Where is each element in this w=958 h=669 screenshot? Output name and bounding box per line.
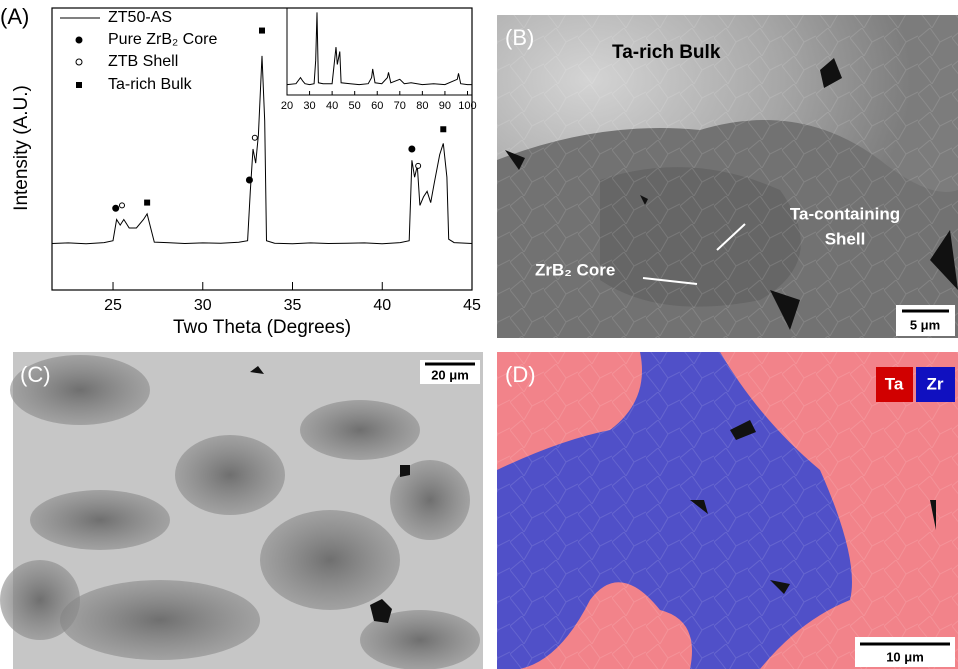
x-tick-label: 35 — [284, 297, 302, 314]
panel-label: (A) — [0, 4, 29, 29]
marker — [246, 177, 252, 183]
marker — [409, 146, 415, 152]
legend-marker — [76, 82, 82, 88]
marker — [252, 135, 257, 140]
legend-label: Ta — [885, 374, 904, 393]
legend-label: ZTB Shell — [108, 53, 178, 70]
x-tick-label: 30 — [194, 297, 212, 314]
marker — [120, 203, 125, 208]
x-tick-label: 80 — [416, 100, 428, 112]
dark-region — [0, 560, 80, 640]
legend-label: Pure ZrB₂ Core — [108, 31, 217, 48]
inset-frame — [287, 8, 472, 95]
annotation: Shell — [825, 229, 866, 248]
annotation: Ta-rich Bulk — [612, 42, 721, 63]
figure: (B) Ta-rich Bulk Ta-containing Shell ZrB… — [0, 0, 958, 669]
x-tick-label: 100 — [458, 100, 476, 112]
dark-region — [60, 580, 260, 660]
annotation: ZrB₂ Core — [535, 260, 615, 279]
annotation: Ta-containing — [790, 204, 900, 223]
dark-region — [260, 510, 400, 610]
legend-marker — [76, 37, 82, 43]
marker — [416, 163, 421, 168]
marker — [113, 205, 119, 211]
scale-text: 5 μm — [910, 317, 940, 332]
panel-d: (D) Ta Zr 10 μm — [497, 352, 958, 669]
panel-b: (B) Ta-rich Bulk Ta-containing Shell ZrB… — [497, 15, 958, 338]
x-tick-label: 20 — [281, 100, 293, 112]
legend-label: ZT50-AS — [108, 9, 172, 26]
dark-region — [30, 490, 170, 550]
panel-a: (A) Intensity (A.U.) Two Theta (Degrees)… — [0, 4, 481, 338]
grains — [497, 15, 958, 338]
x-tick-label: 45 — [463, 297, 481, 314]
x-tick-label: 90 — [439, 100, 451, 112]
panel-label: (D) — [505, 362, 536, 387]
dark-region — [300, 400, 420, 460]
y-axis-label: Intensity (A.U.) — [11, 85, 32, 211]
panel-c: (C) 20 μm — [0, 352, 483, 669]
marker — [144, 200, 150, 206]
legend-label: Zr — [927, 374, 944, 393]
dark-region — [175, 435, 285, 515]
x-tick-label: 40 — [326, 100, 338, 112]
scale-text: 10 μm — [886, 649, 924, 664]
x-tick-label: 40 — [373, 297, 391, 314]
marker — [440, 126, 446, 132]
xrd-line — [287, 12, 472, 84]
x-tick-label: 60 — [371, 100, 383, 112]
x-tick-label: 50 — [349, 100, 361, 112]
x-tick-label: 70 — [394, 100, 406, 112]
legend-label: Ta-rich Bulk — [108, 76, 193, 93]
panel-label: (B) — [505, 25, 534, 50]
x-axis-label: Two Theta (Degrees) — [173, 317, 351, 338]
x-tick-label: 25 — [104, 297, 122, 314]
marker — [259, 28, 265, 34]
x-tick-label: 30 — [303, 100, 315, 112]
legend-marker — [76, 59, 82, 65]
scale-text: 20 μm — [431, 367, 469, 382]
panel-label: (C) — [20, 362, 51, 387]
